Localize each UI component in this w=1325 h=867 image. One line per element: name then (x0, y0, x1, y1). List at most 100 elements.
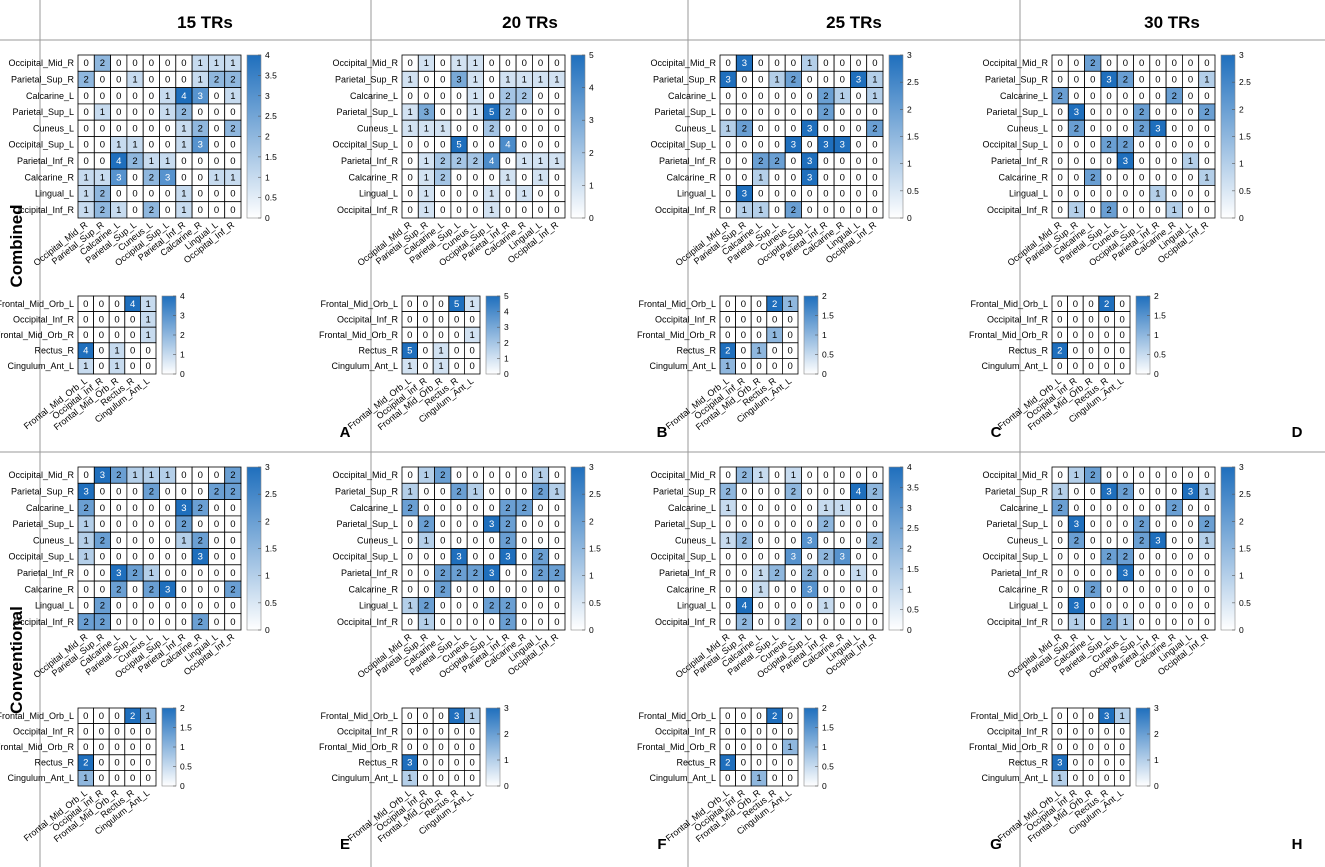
panel-d-main-cell-value-r6-c8: 1 (1188, 156, 1193, 167)
panel-e-main-cell-value-r4-c5: 0 (165, 535, 170, 546)
panel-f-main-cell-value-r8-c3: 0 (456, 601, 461, 612)
panel-g-main-cell-value-r8-c9: 0 (872, 601, 877, 612)
panel-g-main-cell-value-r9-c8: 0 (856, 617, 861, 628)
panel-g-main-cell-value-r5-c4: 3 (791, 552, 796, 563)
panel-a-main-cell-value-r4-c5: 0 (165, 123, 170, 134)
panel-a-main-row-label-calcarine-r: Calcarine_R (24, 172, 74, 182)
panel-c: Occipital_Mid_R Parietal_Sup_R Calcarine_L… (637, 50, 1002, 441)
panel-d-main-cell-value-r3-c1: 3 (1074, 107, 1079, 118)
panel-e-main-cell-value-r7-c7: 0 (198, 584, 203, 595)
panel-g-main-cell-value-r4-c5: 3 (807, 535, 812, 546)
panel-f-main-cell-value-r3-c3: 0 (456, 519, 461, 530)
panel-d-main-cell-value-r0-c5: 0 (1139, 58, 1144, 69)
panel-f-small-cell-value-r3-c1: 0 (423, 758, 428, 769)
panel-b-main-cell-value-r9-c5: 1 (489, 205, 494, 216)
panel-f-main-colorbar-tick-4: 2 (589, 516, 594, 526)
panel-h-main-cell-value-r8-c3: 0 (1106, 601, 1111, 612)
panel-e-main-cell-value-r9-c9: 0 (230, 617, 235, 628)
panel-letter-c: C (991, 424, 1002, 441)
panel-a-small-colorbar-tick-1: 1 (180, 350, 185, 360)
panel-b-main-cell-value-r7-c5: 0 (489, 172, 494, 183)
panel-d-main-cell-value-r8-c8: 0 (1188, 189, 1193, 200)
panel-d-main-colorbar-tick-2: 1 (1239, 159, 1244, 169)
panel-e: Occipital_Mid_R Parietal_Sup_R Calcarine_L… (0, 462, 350, 853)
panel-e-main-cell-value-r0-c4: 1 (149, 470, 154, 481)
panel-e-main-cell-value-r4-c4: 0 (149, 535, 154, 546)
panel-e-main-cell-value-r9-c7: 2 (198, 617, 203, 628)
panel-d-main-row-label-occipital-inf-r: Occipital_Inf_R (987, 205, 1049, 215)
panel-h-main-row-label-occipital-inf-r: Occipital_Inf_R (987, 617, 1049, 627)
panel-b-small-cell-value-r3-c4: 0 (470, 346, 475, 357)
panel-g-main-cell-value-r8-c8: 0 (856, 601, 861, 612)
panel-b-main-cell-value-r1-c6: 1 (505, 74, 510, 85)
panel-e-main-cell-value-r4-c7: 2 (198, 535, 203, 546)
panel-e-main-colorbar-tick-1: 0.5 (265, 598, 277, 608)
panel-b-main-cell-value-r0-c3: 1 (456, 58, 461, 69)
panel-c-main-cell-value-r1-c8: 3 (856, 74, 861, 85)
panel-a-main-cell-value-r1-c5: 0 (165, 74, 170, 85)
panel-h-small-cell-value-r1-c2: 0 (1088, 726, 1093, 737)
panel-d-main-cell-value-r0-c0: 0 (1058, 58, 1063, 69)
panel-a-small-row-label-rectus-r: Rectus_R (34, 346, 74, 356)
panel-e-main-cell-value-r7-c6: 0 (181, 584, 186, 595)
panel-a-main-cell-value-r5-c5: 0 (165, 140, 170, 151)
panel-h-main-cell-value-r2-c2: 0 (1090, 503, 1095, 514)
panel-a-main-cell-value-r1-c3: 1 (132, 74, 137, 85)
panel-h-small-cell-value-r1-c0: 0 (1057, 726, 1062, 737)
panel-f-main-cell-value-r4-c4: 0 (473, 535, 478, 546)
panel-f-main-cell-value-r0-c9: 0 (554, 470, 559, 481)
panel-a-main-cell-value-r9-c1: 2 (100, 205, 105, 216)
panel-g-main-cell-value-r9-c4: 2 (791, 617, 796, 628)
panel-b-small-cell-value-r1-c0: 0 (407, 314, 412, 325)
panel-g-main-cell-value-r7-c2: 1 (758, 584, 763, 595)
panel-g-main-cell-value-r4-c0: 1 (726, 535, 731, 546)
panel-b-main-cell-value-r4-c8: 0 (538, 123, 543, 134)
panel-f-main-cell-value-r4-c7: 0 (522, 535, 527, 546)
panel-e-main-cell-value-r4-c1: 2 (100, 535, 105, 546)
panel-a-main-cell-value-r4-c8: 0 (214, 123, 219, 134)
panel-h-main-cell-value-r5-c4: 2 (1123, 552, 1128, 563)
panel-d-main-cell-value-r8-c3: 0 (1106, 189, 1111, 200)
panel-d-main-cell-value-r5-c7: 0 (1172, 140, 1177, 151)
panel-c-main-cell-value-r0-c9: 0 (872, 58, 877, 69)
panel-b-small-row-label-cingulum-ant-l: Cingulum_Ant_L (331, 361, 398, 371)
panel-h-small-cell-value-r1-c1: 0 (1073, 726, 1078, 737)
panel-h-small-row-label-rectus-r: Rectus_R (1008, 758, 1048, 768)
panel-c-small-cell-value-r0-c0: 0 (725, 299, 730, 310)
panel-a-main-cell-value-r8-c1: 2 (100, 189, 105, 200)
panel-b-main-cell-value-r5-c4: 0 (473, 140, 478, 151)
panel-h-main-cell-value-r6-c5: 0 (1139, 568, 1144, 579)
panel-f-main-cell-value-r8-c0: 1 (408, 601, 413, 612)
panel-a-main-cell-value-r8-c2: 0 (116, 189, 121, 200)
panel-e-main-cell-value-r8-c4: 0 (149, 601, 154, 612)
panel-f-main-cell-value-r8-c9: 0 (554, 601, 559, 612)
panel-e-main-row-label-lingual-l: Lingual_L (35, 601, 74, 611)
panel-d-main-cell-value-r1-c5: 0 (1139, 74, 1144, 85)
panel-a-main-cell-value-r1-c1: 0 (100, 74, 105, 85)
panel-g-main-cell-value-r1-c3: 0 (774, 486, 779, 497)
panel-a-main-cell-value-r0-c5: 0 (165, 58, 170, 69)
panel-b-main-cell-value-r4-c5: 2 (489, 123, 494, 134)
panel-d-main-cell-value-r4-c4: 0 (1123, 123, 1128, 134)
panel-a-small-colorbar-tick-3: 3 (180, 311, 185, 321)
panel-h-main-cell-value-r1-c9: 1 (1204, 486, 1209, 497)
panel-d-main-cell-value-r5-c4: 2 (1123, 140, 1128, 151)
panel-d-small-cell-value-r0-c0: 0 (1057, 299, 1062, 310)
panel-c-main-cell-value-r0-c8: 0 (856, 58, 861, 69)
panel-d-main-cell-value-r2-c6: 0 (1155, 91, 1160, 102)
panel-b-main-cell-value-r9-c2: 0 (440, 205, 445, 216)
panel-h-main-cell-value-r9-c5: 0 (1139, 617, 1144, 628)
panel-f-main-cell-value-r2-c2: 0 (440, 503, 445, 514)
panel-h-main-cell-value-r0-c2: 2 (1090, 470, 1095, 481)
panel-d-main-cell-value-r3-c4: 0 (1123, 107, 1128, 118)
panel-g-main-cell-value-r5-c7: 3 (840, 552, 845, 563)
panel-f-small-cell-value-r3-c4: 0 (470, 758, 475, 769)
panel-h-small-colorbar-tick-1: 1 (1154, 755, 1159, 765)
panel-b-main-cell-value-r1-c9: 1 (554, 74, 559, 85)
panel-h-main-cell-value-r7-c7: 0 (1172, 584, 1177, 595)
panel-e-small-cell-value-r0-c1: 0 (99, 711, 104, 722)
panel-e-main-cell-value-r5-c2: 0 (116, 552, 121, 563)
panel-b-small-cell-value-r2-c0: 0 (407, 330, 412, 341)
panel-a-main-cell-value-r3-c5: 1 (165, 107, 170, 118)
